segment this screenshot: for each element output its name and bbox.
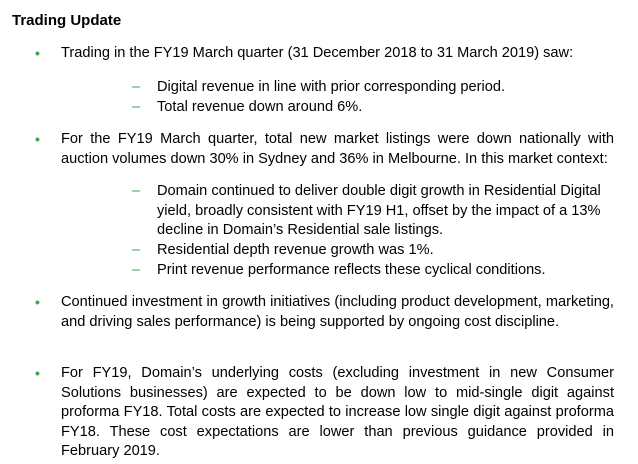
sub-item-text: Digital revenue in line with prior corre…: [157, 79, 506, 95]
bullet-item: • Trading in the FY19 March quarter (31 …: [32, 44, 614, 64]
sub-item-text: Print revenue performance reflects these…: [157, 262, 546, 278]
dash-marker: –: [132, 242, 141, 258]
dash-marker: –: [132, 262, 141, 278]
bullet-marker: •: [35, 131, 40, 147]
sub-item: – Digital revenue in line with prior cor…: [132, 78, 614, 98]
bullet-marker: •: [35, 365, 40, 381]
sub-item: – Print revenue performance reflects the…: [132, 261, 614, 281]
bullet-item: • For the FY19 March quarter, total new …: [32, 130, 614, 169]
sub-item-text: Total revenue down around 6%.: [157, 99, 363, 115]
dash-marker: –: [132, 79, 141, 95]
bullet-item: • Continued investment in growth initiat…: [32, 293, 614, 332]
bullet-text: For FY19, Domain’s underlying costs (exc…: [61, 365, 614, 459]
dash-marker: –: [132, 99, 141, 115]
sub-item-text: Domain continued to deliver double digit…: [157, 183, 601, 238]
bullet-marker: •: [35, 294, 40, 310]
bullet-marker: •: [35, 45, 40, 61]
bullet-text: Trading in the FY19 March quarter (31 De…: [61, 45, 574, 61]
bullet-text: Continued investment in growth initiativ…: [61, 294, 614, 330]
sub-item: – Residential depth revenue growth was 1…: [132, 241, 614, 261]
bullet-text: For the FY19 March quarter, total new ma…: [61, 131, 614, 167]
section-heading: Trading Update: [12, 12, 122, 29]
sub-item-text: Residential depth revenue growth was 1%.: [157, 242, 434, 258]
bullet-item: • For FY19, Domain’s underlying costs (e…: [32, 364, 614, 462]
dash-marker: –: [132, 183, 141, 199]
sub-item: – Domain continued to deliver double dig…: [132, 182, 614, 241]
sub-item: – Total revenue down around 6%.: [132, 98, 614, 118]
